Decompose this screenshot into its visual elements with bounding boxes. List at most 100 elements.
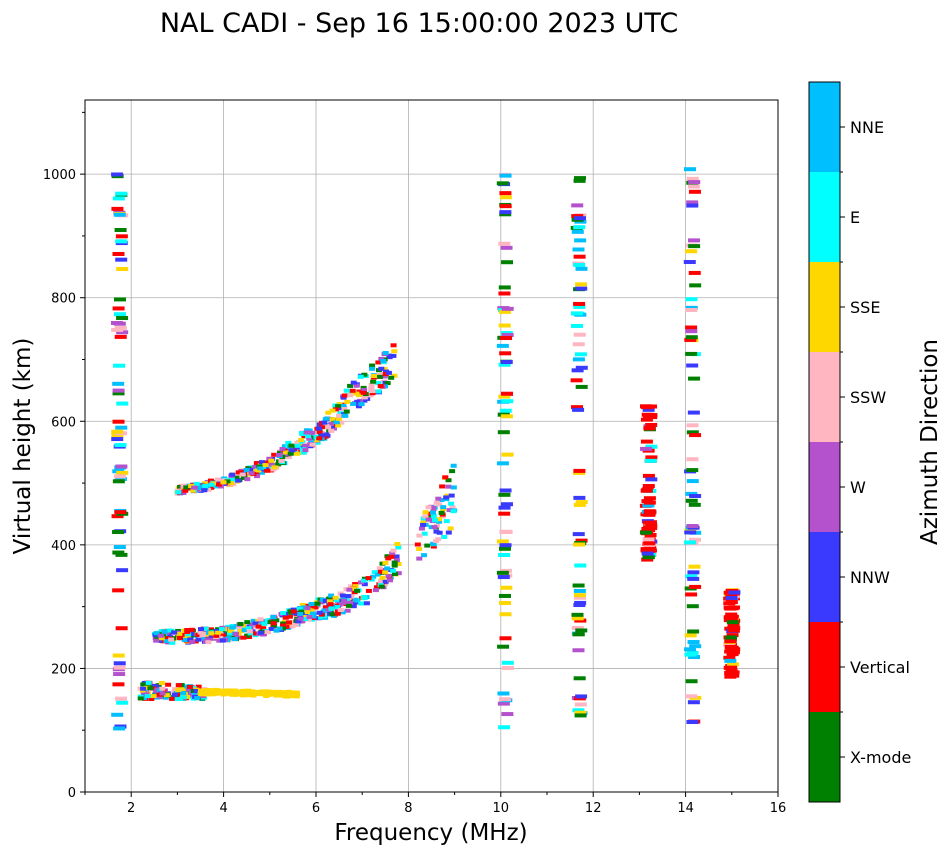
echo-point: [275, 693, 282, 698]
echo-point: [387, 578, 394, 583]
echo-point: [497, 575, 510, 580]
echo-point: [229, 625, 236, 630]
echo-point: [572, 247, 585, 252]
echo-point: [306, 436, 313, 441]
x-tick-label: 10: [493, 801, 510, 816]
echo-point: [643, 496, 656, 501]
echo-point: [500, 530, 513, 535]
echo-point: [443, 519, 450, 524]
echo-point: [728, 605, 741, 610]
echo-point: [684, 647, 697, 652]
echo-point: [304, 606, 311, 611]
colorbar-label-ssw: SSW: [850, 388, 886, 407]
echo-point: [297, 612, 304, 617]
echo-point: [201, 481, 208, 486]
echo-point: [500, 414, 513, 419]
echo-point: [436, 519, 443, 524]
echo-point: [289, 624, 296, 629]
echo-point: [112, 196, 125, 201]
echo-point: [340, 395, 347, 400]
echo-point: [645, 477, 658, 482]
echo-point: [353, 383, 360, 388]
echo-point: [573, 216, 586, 221]
echo-point: [375, 389, 382, 394]
echo-point: [261, 621, 268, 626]
echo-point: [574, 238, 587, 243]
echo-point: [382, 372, 389, 377]
echo-point: [573, 304, 586, 309]
echo-point: [575, 628, 588, 633]
echo-point: [113, 363, 126, 368]
echo-point: [169, 696, 176, 701]
echo-point: [354, 399, 361, 404]
echo-point: [321, 420, 328, 425]
echo-point: [501, 660, 514, 665]
echo-point: [293, 622, 300, 627]
echo-point: [263, 693, 270, 698]
echo-point: [575, 384, 588, 389]
echo-point: [260, 465, 267, 470]
echo-point: [355, 404, 362, 409]
echo-point: [238, 628, 245, 633]
echo-point: [306, 615, 313, 620]
echo-point: [726, 652, 739, 657]
echo-point: [273, 690, 280, 695]
echo-point: [302, 448, 309, 453]
echo-point: [288, 443, 295, 448]
echo-point: [345, 594, 352, 599]
echo-point: [572, 583, 585, 588]
echo-point: [352, 584, 359, 589]
echo-point: [242, 693, 249, 698]
echo-point: [281, 444, 288, 449]
echo-point: [450, 463, 457, 468]
echo-point: [685, 329, 698, 334]
echo-point: [253, 461, 260, 466]
echo-point: [689, 644, 702, 649]
echo-point: [727, 628, 740, 633]
echo-point: [725, 668, 738, 673]
echo-point: [213, 633, 220, 638]
echo-point: [283, 693, 290, 698]
echo-point: [498, 511, 511, 516]
echo-point: [197, 630, 204, 635]
echo-point: [686, 176, 699, 181]
echo-point: [447, 526, 454, 531]
echo-point: [311, 604, 318, 609]
echo-point: [329, 424, 336, 429]
echo-point: [224, 479, 231, 484]
echo-point: [642, 555, 655, 560]
echo-point: [161, 629, 168, 634]
echo-point: [268, 462, 275, 467]
echo-point: [149, 683, 156, 688]
echo-point: [178, 683, 185, 688]
colorbar-label-vertical: Vertical: [850, 658, 910, 677]
echo-point: [302, 614, 309, 619]
echo-point: [322, 434, 329, 439]
echo-point: [686, 203, 699, 208]
echo-point: [298, 431, 305, 436]
echo-point: [498, 697, 511, 702]
echo-point: [425, 517, 432, 522]
echo-point: [116, 568, 129, 573]
echo-point: [153, 631, 160, 636]
echo-point: [163, 635, 170, 640]
echo-point: [727, 673, 740, 678]
echo-point: [438, 498, 445, 503]
echo-point: [329, 417, 336, 422]
echo-point: [169, 640, 176, 645]
echo-point: [328, 593, 335, 598]
echo-point: [350, 604, 357, 609]
echo-point: [186, 684, 193, 689]
echo-point: [185, 692, 192, 697]
echo-point: [187, 637, 194, 642]
echo-point: [572, 532, 585, 537]
echo-point: [642, 520, 655, 525]
echo-point: [449, 505, 456, 510]
echo-point: [684, 337, 697, 342]
echo-point: [687, 576, 700, 581]
echo-point: [303, 430, 310, 435]
echo-point: [113, 672, 126, 677]
echo-point: [245, 688, 252, 693]
chart-title: NAL CADI - Sep 16 15:00:00 2023 UTC: [160, 8, 678, 39]
echo-point: [252, 464, 259, 469]
